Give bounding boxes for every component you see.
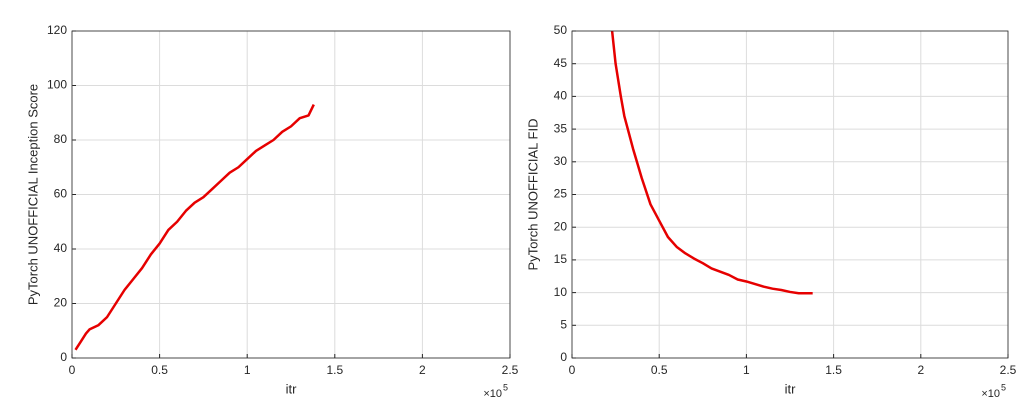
y-tick-label: 25 (554, 187, 568, 201)
y-tick-label: 40 (54, 241, 68, 255)
data-line (74, 104, 315, 351)
x-tick-label: 2 (917, 363, 924, 377)
y-tick-label: 20 (554, 219, 568, 233)
x-tick-label: 0.5 (651, 363, 668, 377)
x-tick-label: 2.5 (502, 363, 519, 377)
x-exponent: 5 (1001, 382, 1006, 392)
x-multiplier: ×10 (483, 388, 502, 400)
y-tick-label: 45 (554, 56, 568, 70)
x-axis-label: itr (286, 381, 298, 396)
y-axis-label: PyTorch UNOFFICIAL FID (525, 119, 540, 271)
x-axis-label: itr (785, 381, 797, 396)
y-tick-label: 50 (554, 23, 568, 37)
x-tick-label: 0.5 (151, 363, 168, 377)
y-axis-label: PyTorch UNOFFICIAL Inception Score (25, 84, 40, 305)
x-tick-label: 2 (419, 363, 426, 377)
y-tick-label: 80 (54, 132, 68, 146)
y-tick-label: 15 (554, 252, 568, 266)
y-tick-label: 0 (60, 350, 67, 364)
y-tick-label: 5 (560, 317, 567, 331)
axes-frame (71, 30, 511, 359)
x-multiplier: ×10 (981, 388, 1000, 400)
axes-frame (571, 30, 1009, 359)
y-tick-label: 100 (47, 78, 67, 92)
y-tick-label: 20 (54, 296, 68, 310)
x-tick-label: 1 (244, 363, 251, 377)
y-tick-label: 120 (47, 23, 67, 37)
y-tick-label: 30 (554, 154, 568, 168)
y-tick-label: 0 (560, 350, 567, 364)
x-tick-label: 1.5 (326, 363, 343, 377)
y-tick-label: 60 (54, 187, 68, 201)
data-line (610, 31, 813, 295)
x-tick-label: 0 (69, 363, 76, 377)
plot-lines (610, 31, 813, 295)
plot-lines (74, 104, 315, 351)
x-exponent: 5 (503, 382, 508, 392)
x-tick-label: 2.5 (1000, 363, 1017, 377)
y-tick-label: 35 (554, 121, 568, 135)
x-tick-label: 1 (743, 363, 750, 377)
y-tick-label: 10 (554, 285, 568, 299)
x-tick-label: 0 (569, 363, 576, 377)
x-tick-label: 1.5 (825, 363, 842, 377)
y-tick-label: 40 (554, 89, 568, 103)
